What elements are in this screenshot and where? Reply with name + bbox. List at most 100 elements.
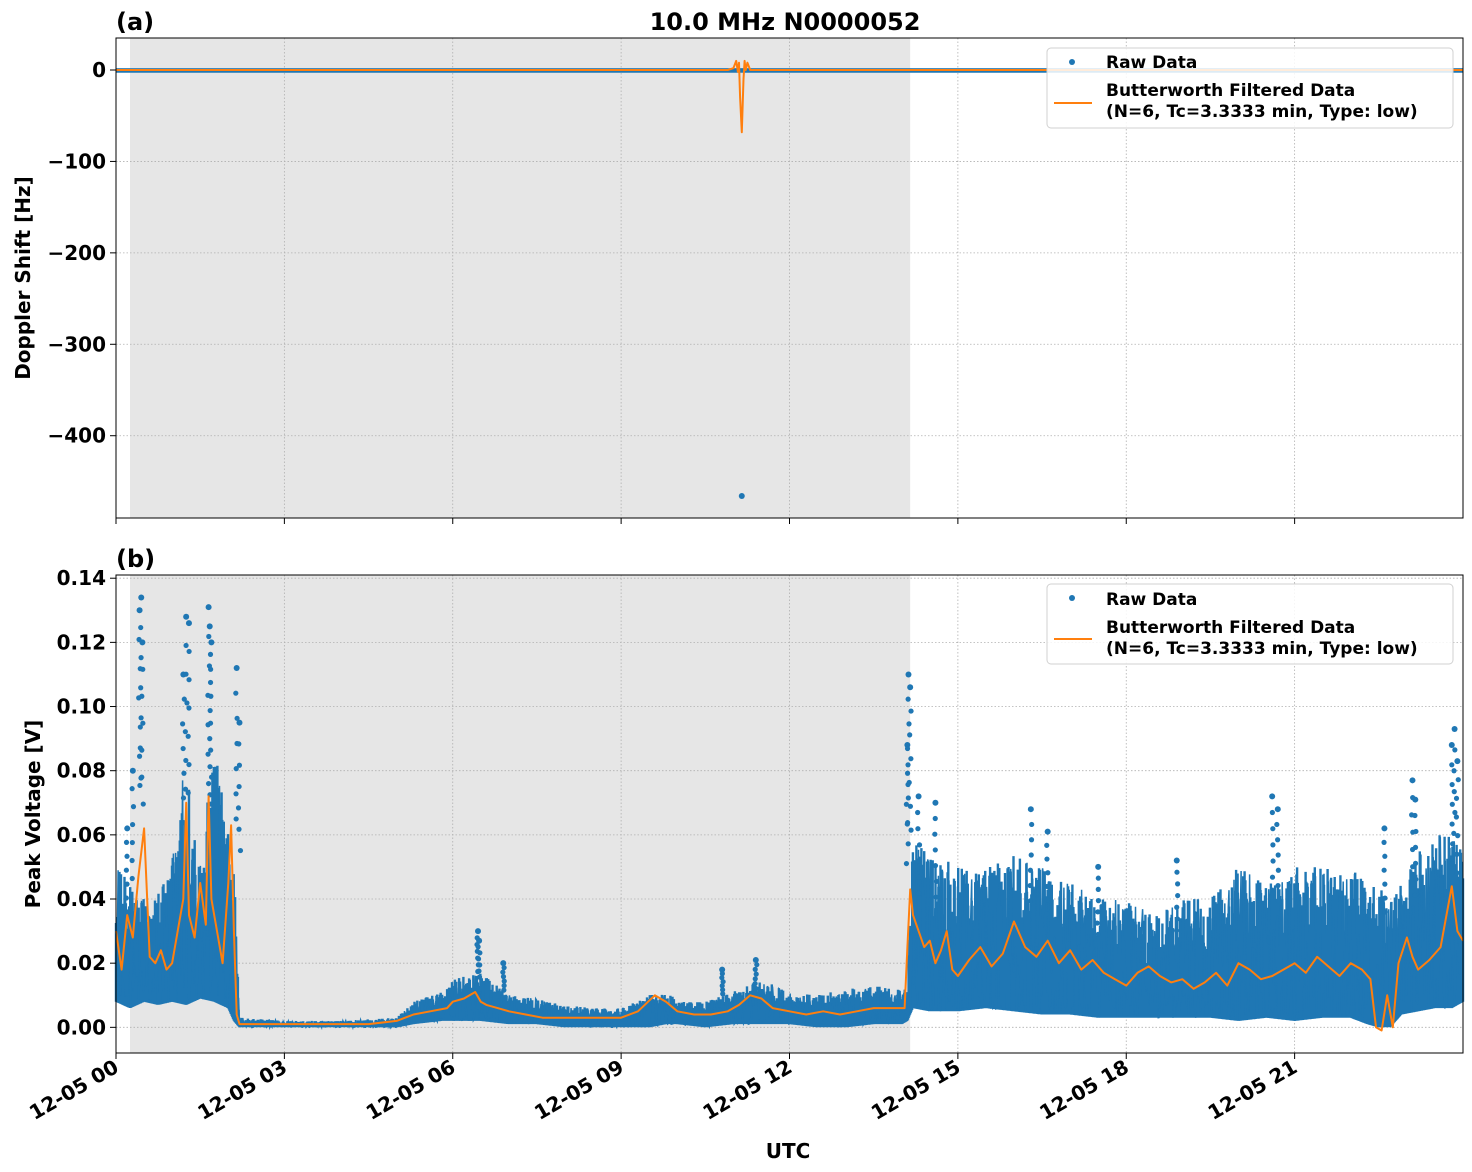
legend-box xyxy=(1046,583,1454,665)
raw-data-point xyxy=(1451,725,1458,732)
raw-data-point xyxy=(1452,809,1458,816)
raw-data-point xyxy=(500,974,507,980)
raw-data-point xyxy=(477,962,483,968)
x-tick-label: 12-05 12 xyxy=(698,1055,796,1125)
raw-data-point xyxy=(475,928,482,935)
raw-data-point xyxy=(905,841,911,847)
raw-data-point xyxy=(720,991,726,997)
y-tick-label: 0.04 xyxy=(57,887,106,911)
legend-filtered-label-line1: Butterworth Filtered Data xyxy=(1106,81,1355,101)
panel-b-label: (b) xyxy=(116,545,155,573)
raw-data-point xyxy=(137,782,143,789)
raw-data-point xyxy=(206,623,213,630)
panel-b-legend: Raw Data Butterworth Filtered Data (N=6,… xyxy=(1046,583,1454,665)
raw-data-point xyxy=(138,715,144,721)
raw-data-point xyxy=(1381,825,1388,832)
panel-a: (a) 10.0 MHz N0000052 Doppler Shift [Hz]… xyxy=(11,8,1464,524)
raw-data-point xyxy=(124,853,130,859)
raw-data-point xyxy=(1027,882,1033,889)
raw-data-point xyxy=(180,745,186,752)
raw-data-point xyxy=(129,786,135,792)
raw-data-point xyxy=(1381,839,1387,845)
raw-data-point xyxy=(1027,898,1033,904)
raw-data-point xyxy=(1174,869,1180,875)
raw-data-point xyxy=(207,764,213,770)
y-tick-label: 0.06 xyxy=(57,823,106,847)
raw-data-point xyxy=(233,690,239,696)
raw-data-point xyxy=(181,696,187,702)
raw-data-point xyxy=(1028,837,1035,843)
raw-data-point xyxy=(1044,897,1050,903)
raw-data-point xyxy=(129,839,135,846)
raw-data-point xyxy=(915,826,921,832)
raw-data-point xyxy=(476,968,482,974)
raw-data-point xyxy=(1382,881,1388,887)
x-tick-label: 12-05 21 xyxy=(1204,1055,1302,1125)
raw-data-point xyxy=(1449,821,1455,827)
raw-data-point xyxy=(205,780,212,787)
raw-data-point xyxy=(1449,860,1455,867)
raw-data-point xyxy=(123,895,129,901)
raw-data-point xyxy=(1409,777,1416,784)
raw-data-point xyxy=(236,762,243,768)
raw-data-point xyxy=(932,815,938,822)
raw-data-point xyxy=(129,857,135,864)
raw-data-point xyxy=(1453,795,1460,801)
raw-data-point xyxy=(1175,881,1181,887)
raw-data-point xyxy=(932,799,939,806)
raw-data-point xyxy=(720,987,726,993)
raw-data-point xyxy=(903,801,909,807)
raw-data-point xyxy=(752,985,759,991)
raw-data-point xyxy=(501,987,507,993)
raw-data-point xyxy=(236,719,243,726)
raw-data-point xyxy=(186,648,192,655)
legend-box xyxy=(1046,47,1454,129)
raw-data-point xyxy=(905,795,911,801)
raw-data-point xyxy=(1412,844,1419,850)
chart-title: 10.0 MHz N0000052 xyxy=(650,8,921,36)
raw-data-point xyxy=(1381,867,1387,873)
panel-a-legend: Raw Data Butterworth Filtered Data (N=6,… xyxy=(1046,47,1454,129)
raw-data-point xyxy=(206,633,212,640)
x-tick-label: 12-05 09 xyxy=(530,1055,628,1125)
filtered-data-line xyxy=(116,59,1463,134)
raw-data-point xyxy=(752,956,759,963)
night-shading-rect xyxy=(130,575,911,1053)
raw-data-point xyxy=(182,786,189,792)
raw-data-point xyxy=(140,666,146,672)
raw-data-point xyxy=(1027,867,1034,873)
raw-data-point xyxy=(1410,881,1416,887)
raw-data-point xyxy=(1449,801,1455,807)
raw-data-point xyxy=(129,767,136,774)
raw-data-point xyxy=(908,827,914,833)
raw-data-point xyxy=(475,944,481,950)
raw-data-point xyxy=(1454,851,1460,857)
raw-data-point xyxy=(752,966,758,972)
raw-data-point xyxy=(905,671,912,678)
panel-a-label: (a) xyxy=(116,8,154,36)
raw-data-point xyxy=(185,733,191,739)
raw-data-point xyxy=(207,707,213,714)
raw-data-point xyxy=(183,757,189,764)
raw-data-point xyxy=(904,745,911,752)
raw-data-point xyxy=(236,826,242,832)
x-axis-label: UTC xyxy=(766,1139,811,1163)
raw-data-point xyxy=(907,684,914,691)
raw-data-point xyxy=(233,766,239,772)
legend-filtered-label-line1: Butterworth Filtered Data xyxy=(1106,618,1355,638)
panel-b: (b) Peak Voltage [V] UTC 0.000.020.040.0… xyxy=(21,545,1465,1163)
raw-data-point xyxy=(1382,909,1388,915)
raw-data-point xyxy=(1455,833,1461,839)
raw-data-point xyxy=(1044,828,1051,835)
raw-data-point xyxy=(1029,821,1035,828)
y-tick-label: 0 xyxy=(92,58,106,82)
raw-data-point xyxy=(136,636,142,643)
raw-data-point xyxy=(183,613,190,620)
raw-data-point xyxy=(904,770,911,776)
raw-data-point xyxy=(1454,758,1461,765)
raw-data-point xyxy=(905,781,911,788)
raw-data-point xyxy=(1095,909,1101,915)
raw-data-point xyxy=(138,594,145,601)
raw-data-point xyxy=(139,774,145,780)
raw-data-point xyxy=(233,791,239,797)
